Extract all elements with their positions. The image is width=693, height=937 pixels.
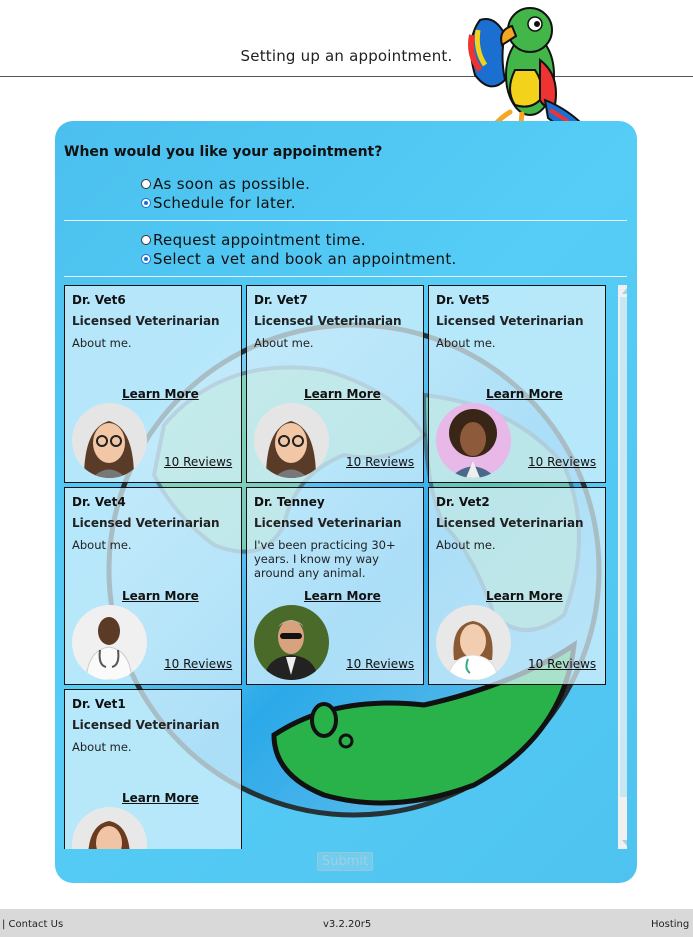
asap-radio[interactable] (141, 179, 151, 189)
vet-photo (254, 605, 329, 680)
option-schedule-later[interactable]: Schedule for later. (141, 194, 296, 212)
divider (64, 220, 627, 221)
option-asap[interactable]: As soon as possible. (141, 175, 310, 193)
option-request-time[interactable]: Request appointment time. (141, 231, 366, 249)
vet-about: About me. (436, 336, 496, 350)
scroll-thumb[interactable] (620, 297, 627, 797)
vet-card[interactable]: Dr. Vet6 Licensed Veterinarian About me.… (64, 285, 242, 483)
vet-role: Licensed Veterinarian (254, 314, 402, 328)
select-vet-radio[interactable] (141, 254, 151, 264)
reviews-link[interactable]: 10 Reviews (346, 657, 415, 671)
vet-photo (254, 403, 329, 478)
vet-role: Licensed Veterinarian (436, 314, 584, 328)
reviews-link[interactable]: 10 Reviews (528, 657, 597, 671)
learn-more-link[interactable]: Learn More (304, 589, 381, 603)
vet-list[interactable]: Dr. Vet6 Licensed Veterinarian About me.… (64, 285, 627, 849)
vet-photo (72, 605, 147, 680)
vet-role: Licensed Veterinarian (72, 516, 220, 530)
vet-role: Licensed Veterinarian (436, 516, 584, 530)
header-divider (0, 76, 693, 77)
vet-about: About me. (436, 538, 496, 552)
vet-name: Dr. Vet7 (254, 293, 308, 307)
vet-photo (436, 605, 511, 680)
asap-label: As soon as possible. (153, 175, 311, 193)
vet-card[interactable]: Dr. Vet7 Licensed Veterinarian About me.… (246, 285, 424, 483)
footer: | Contact Us v3.2.20r5 Hosting & (0, 909, 693, 937)
vet-photo (72, 403, 147, 478)
vet-photo (436, 403, 511, 478)
learn-more-link[interactable]: Learn More (122, 387, 199, 401)
version-label: v3.2.20r5 (323, 919, 372, 930)
vet-role: Licensed Veterinarian (72, 314, 220, 328)
vet-card[interactable]: Dr. Vet2 Licensed Veterinarian About me.… (428, 487, 606, 685)
vet-name: Dr. Tenney (254, 495, 325, 509)
vet-name: Dr. Vet5 (436, 293, 490, 307)
reviews-link[interactable]: 10 Reviews (346, 455, 415, 469)
schedule-later-label: Schedule for later. (153, 194, 296, 212)
vet-card[interactable]: Dr. Vet1 Licensed Veterinarian About me.… (64, 689, 242, 849)
vet-card[interactable]: Dr. Vet5 Licensed Veterinarian About me.… (428, 285, 606, 483)
vet-name: Dr. Vet6 (72, 293, 126, 307)
vet-name: Dr. Vet4 (72, 495, 126, 509)
appointment-panel: When would you like your appointment? As… (55, 121, 637, 883)
vet-role: Licensed Veterinarian (72, 718, 220, 732)
parrot-logo (468, 7, 591, 135)
reviews-link[interactable]: 10 Reviews (164, 657, 233, 671)
scroll-up-icon[interactable] (622, 288, 627, 294)
vet-role: Licensed Veterinarian (254, 516, 402, 530)
reviews-link[interactable]: 10 Reviews (528, 455, 597, 469)
request-time-radio[interactable] (141, 235, 151, 245)
vet-name: Dr. Vet2 (436, 495, 490, 509)
vet-photo (72, 807, 147, 849)
learn-more-link[interactable]: Learn More (304, 387, 381, 401)
option-select-vet[interactable]: Select a vet and book an appointment. (141, 250, 457, 268)
vet-about: About me. (254, 336, 314, 350)
learn-more-link[interactable]: Learn More (122, 791, 199, 805)
learn-more-link[interactable]: Learn More (486, 589, 563, 603)
vertical-scrollbar[interactable] (618, 285, 627, 849)
submit-button[interactable]: Submit (317, 852, 373, 871)
reviews-link[interactable]: 10 Reviews (164, 455, 233, 469)
vet-about: I've been practicing 30+ years. I know m… (254, 538, 396, 580)
appointment-question: When would you like your appointment? (64, 144, 383, 160)
vet-about: About me. (72, 336, 132, 350)
vet-about: About me. (72, 740, 132, 754)
schedule-later-radio[interactable] (141, 198, 151, 208)
learn-more-link[interactable]: Learn More (486, 387, 563, 401)
learn-more-link[interactable]: Learn More (122, 589, 199, 603)
contact-us-link[interactable]: | Contact Us (2, 919, 64, 930)
vet-name: Dr. Vet1 (72, 697, 126, 711)
request-time-label: Request appointment time. (153, 231, 366, 249)
scroll-down-icon[interactable] (622, 840, 627, 846)
vet-about: About me. (72, 538, 132, 552)
hosting-link[interactable]: Hosting & (651, 919, 693, 930)
page-title: Setting up an appointment. (240, 47, 453, 65)
divider (64, 276, 627, 277)
vet-card[interactable]: Dr. Vet4 Licensed Veterinarian About me.… (64, 487, 242, 685)
select-vet-label: Select a vet and book an appointment. (153, 250, 457, 268)
vet-card[interactable]: Dr. Tenney Licensed Veterinarian I've be… (246, 487, 424, 685)
